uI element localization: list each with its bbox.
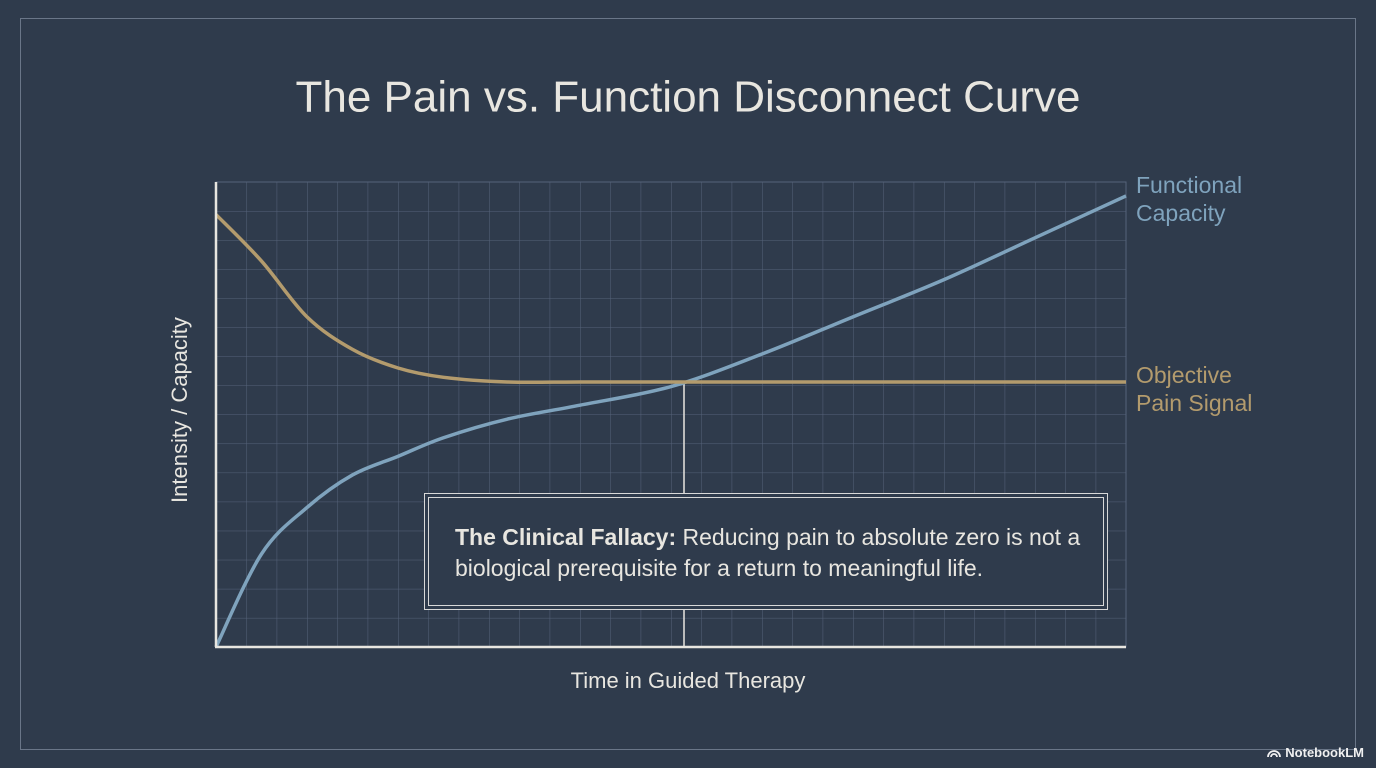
footer: NotebookLM [1267,745,1364,760]
chart-title: The Pain vs. Function Disconnect Curve [295,73,1080,122]
logo [1267,749,1282,757]
annotation-text: Reducing pain to absolute zero is not a … [455,524,1081,581]
legend-label: Objective Pain Signal [1136,362,1253,416]
annotation-box: The Clinical Fallacy: Reducing pain to a… [424,493,1108,610]
brand: NotebookLM [1285,745,1364,760]
series-line [214,194,1127,648]
annotation: The Clinical Fallacy: Reducing pain to a… [455,522,1085,584]
frame [20,18,1356,750]
x-axis-label: Time in Guided Therapy [571,668,806,693]
legend-label: Functional Capacity [1136,172,1243,226]
series-line [214,213,1126,385]
annotation-title: The Clinical Fallacy: [455,524,677,550]
y-axis-label: Intensity / Capacity [167,317,192,503]
